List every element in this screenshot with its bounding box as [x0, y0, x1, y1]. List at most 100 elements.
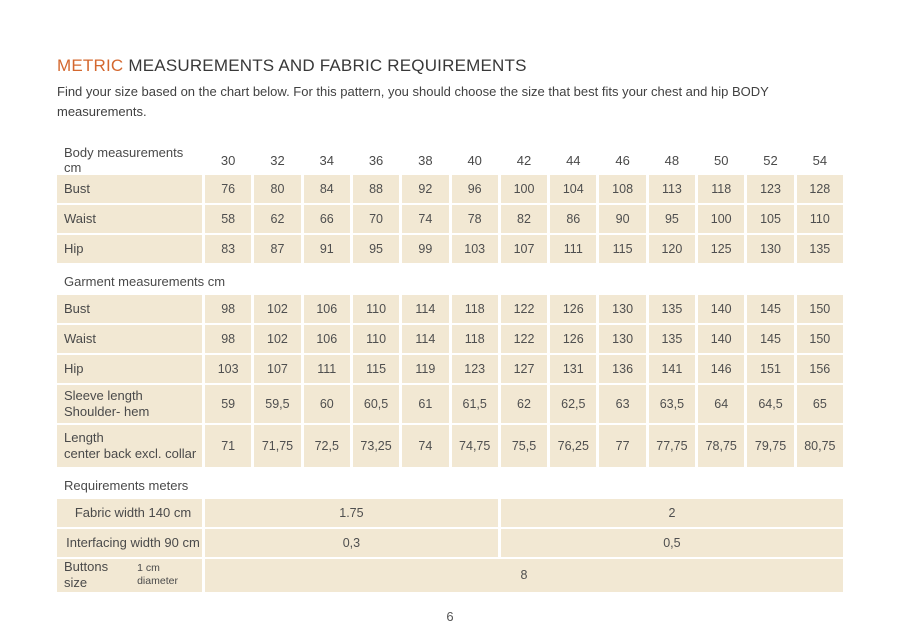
requirements-section-header: Requirements meters — [64, 477, 189, 493]
measurement-cell: 96 — [451, 175, 498, 203]
measurement-cell: 79,75 — [747, 425, 794, 467]
page-title-rest: MEASUREMENTS AND FABRIC REQUIREMENTS — [128, 56, 527, 75]
page-header: METRIC MEASUREMENTS AND FABRIC REQUIREMEN… — [57, 56, 847, 121]
measurement-cell: 151 — [747, 355, 794, 383]
measurement-cell: 126 — [550, 295, 597, 323]
measurement-cell: 119 — [402, 355, 449, 383]
measurement-cell: 95 — [352, 235, 400, 263]
measurement-cell: 110 — [352, 295, 400, 323]
measurement-cell: 86 — [550, 205, 597, 233]
row-label: Bust — [57, 295, 202, 323]
table-row: Length center back excl. collar 71 71,75 72,… — [57, 425, 843, 467]
table-row: Hip 103 107 111 115 119 123 127 131 136 141 146 151 1… — [57, 355, 843, 383]
measurement-cell: 83 — [205, 235, 252, 263]
row-label: Waist — [57, 325, 202, 353]
measurement-cell: 61 — [402, 385, 449, 423]
page-number: 6 — [446, 609, 454, 624]
page-footer: 6 — [0, 608, 900, 626]
table-row: Interfacing width 90 cm 0,3 0,5 — [57, 529, 843, 557]
measurement-cell: 115 — [352, 355, 400, 383]
measurement-cell: 106 — [303, 325, 350, 353]
size-column-header: 32 — [270, 152, 285, 168]
measurement-cell: 108 — [599, 175, 646, 203]
measurement-cell: 104 — [550, 175, 597, 203]
measurement-cell: 88 — [352, 175, 400, 203]
measurement-cell: 130 — [599, 295, 646, 323]
measurement-cell: 63 — [599, 385, 646, 423]
table-row: Waist 98 102 106 110 114 118 122 126 130 135 140 145… — [57, 325, 843, 353]
measurement-cell: 110 — [352, 325, 400, 353]
measurement-cell: 128 — [796, 175, 843, 203]
table-row: Hip 83 87 91 95 99 103 107 111 115 120 125 130 135 — [57, 235, 843, 263]
measurement-cell: 61,5 — [451, 385, 498, 423]
measurement-cell: 118 — [451, 325, 498, 353]
requirement-span-cell: 1.75 — [205, 499, 498, 527]
page-title-accent: METRIC — [57, 56, 124, 75]
measurement-cell: 103 — [451, 235, 498, 263]
measurement-cell: 72,5 — [303, 425, 350, 467]
measurement-cell: 77 — [599, 425, 646, 467]
measurement-cell: 73,25 — [352, 425, 400, 467]
page-subtitle: Find your size based on the chart below.… — [57, 84, 769, 119]
measurement-cell: 150 — [796, 325, 843, 353]
measurement-cell: 76,25 — [550, 425, 597, 467]
measurement-cell: 74,75 — [451, 425, 498, 467]
requirement-span-cell: 2 — [500, 499, 843, 527]
requirement-span-cell: 0,5 — [500, 529, 843, 557]
size-column-header: 50 — [713, 152, 729, 168]
row-label-line: Hip — [64, 360, 84, 376]
measurement-cell: 59 — [205, 385, 252, 423]
measurement-cell: 145 — [747, 325, 794, 353]
measurement-cell: 136 — [599, 355, 646, 383]
size-column-header: 48 — [664, 152, 680, 168]
measurement-cell: 74 — [402, 205, 449, 233]
measurement-cell: 80,75 — [796, 425, 843, 467]
row-label: Length center back excl. collar — [57, 425, 202, 467]
row-label-line: Sleeve length — [64, 387, 143, 403]
row-label: Hip — [57, 355, 202, 383]
row-label: Waist — [57, 205, 202, 233]
size-header-label: Body measurements cm — [64, 145, 184, 175]
measurement-cell: 63,5 — [648, 385, 696, 423]
measurement-cell: 84 — [303, 175, 350, 203]
measurement-cell: 118 — [451, 295, 498, 323]
measurement-cell: 106 — [303, 295, 350, 323]
measurement-cell: 140 — [698, 325, 745, 353]
row-label: Buttons size 1 cm diameter — [57, 559, 202, 592]
measurement-cell: 145 — [747, 295, 794, 323]
measurement-cell: 111 — [550, 235, 597, 263]
table-row: Buttons size 1 cm diameter 8 — [57, 559, 843, 592]
size-header-row: Body measurements cm 30 32 34 36 38 40 42 44 46 48… — [57, 145, 843, 175]
measurement-cell: 122 — [500, 295, 548, 323]
requirement-span-cell: 8 — [205, 559, 843, 592]
size-column-header: 52 — [763, 152, 778, 168]
size-column-header: 42 — [516, 152, 532, 168]
measurement-cell: 75,5 — [500, 425, 548, 467]
measurement-cell: 102 — [254, 325, 301, 353]
measurement-cell: 64 — [698, 385, 745, 423]
measurement-cell: 118 — [698, 175, 745, 203]
size-column-header: 38 — [418, 152, 433, 168]
row-label: Interfacing width 90 cm — [57, 529, 202, 557]
measurement-cell: 64,5 — [747, 385, 794, 423]
table-row: Waist 58 62 66 70 74 78 82 86 90 95 100 105 110 — [57, 205, 843, 233]
row-label: Bust — [57, 175, 202, 203]
measurement-cell: 98 — [205, 325, 252, 353]
measurement-cell: 98 — [205, 295, 252, 323]
measurement-cell: 123 — [747, 175, 794, 203]
row-label-line: Hip — [64, 240, 84, 256]
measurement-cell: 110 — [796, 205, 843, 233]
measurement-cell: 74 — [402, 425, 449, 467]
measurement-cell: 107 — [254, 355, 301, 383]
measurement-cell: 131 — [550, 355, 597, 383]
measurement-cell: 59,5 — [254, 385, 301, 423]
row-label: Sleeve length Shoulder- hem — [57, 385, 202, 423]
measurement-cell: 114 — [402, 325, 449, 353]
measurement-cell: 126 — [550, 325, 597, 353]
row-label-line: Waist — [64, 210, 97, 226]
table-row: Bust 76 80 84 88 92 96 100 104 108 113 118 123 128 — [57, 175, 843, 203]
measurement-cell: 114 — [402, 295, 449, 323]
measurement-cell: 100 — [500, 175, 548, 203]
measurement-cell: 78 — [451, 205, 498, 233]
measurement-cell: 113 — [648, 175, 696, 203]
